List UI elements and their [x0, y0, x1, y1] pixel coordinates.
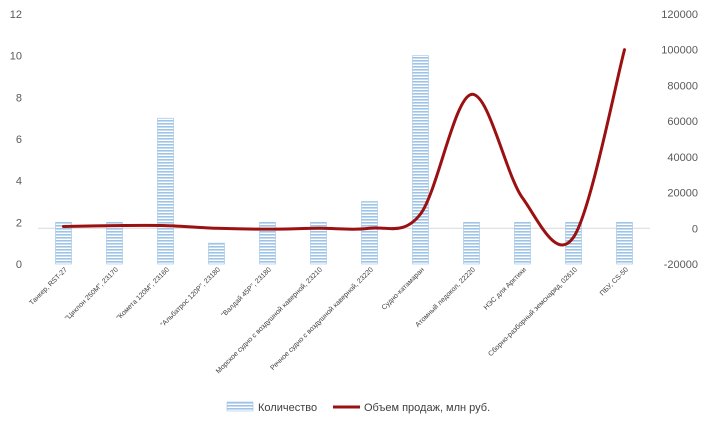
left-tick-label: 8 [16, 92, 22, 104]
bar-series [55, 55, 633, 265]
left-tick-label: 10 [10, 51, 22, 63]
bar [55, 222, 72, 265]
legend-swatch-bars [226, 401, 254, 412]
left-tick-label: 0 [16, 259, 22, 271]
bar [361, 201, 378, 265]
category-label: НЭС для Арктики [483, 266, 528, 311]
bar [208, 242, 225, 265]
legend: Количество Объем продаж, млн руб. [226, 401, 490, 414]
bar [616, 222, 633, 265]
legend-label-bars: Количество [258, 402, 317, 414]
category-label: "Комета 120М", 23160 [116, 266, 171, 321]
right-tick-label: 40000 [667, 152, 698, 164]
category-label: "Альбатрос 120Р", 23180 [159, 266, 222, 329]
left-tick-label: 2 [16, 217, 22, 229]
category-label: Речное судно с воздушной каверной, 23220 [269, 266, 375, 372]
category-label: ПБУ, CS-50 [599, 266, 630, 297]
left-tick-label: 6 [16, 134, 22, 146]
category-label: "Валдай 45Р", 23180 [220, 266, 273, 319]
category-label: Танкер, RST-27 [28, 266, 69, 307]
right-tick-label: 0 [692, 223, 698, 235]
bar [259, 222, 276, 265]
category-label: Судно-катамаран [381, 266, 426, 311]
bar [157, 117, 174, 265]
category-label: Сборно-разборный земснаряд, 02610 [487, 266, 579, 358]
right-tick-label: 20000 [667, 188, 698, 200]
bar [514, 222, 531, 265]
sales-line [62, 48, 626, 247]
right-tick-label: 120000 [661, 9, 698, 21]
left-tick-label: 4 [16, 176, 22, 188]
legend-label-line: Объем продаж, млн руб. [364, 402, 490, 414]
category-label: "Циклон 250М", 23170 [64, 266, 120, 322]
right-tick-label: 80000 [667, 80, 698, 92]
right-tick-label: 60000 [667, 116, 698, 128]
bar [310, 222, 327, 265]
axes-layer: 0 2 4 6 8 10 12 -20000 0 20000 40000 60000 80000 1000… [10, 9, 698, 375]
bar [463, 222, 480, 265]
left-tick-label: 12 [10, 9, 22, 21]
category-label: Морское судно с воздушной каверной, 2321… [214, 266, 324, 376]
bar [412, 55, 429, 265]
line-series [62, 48, 626, 247]
right-tick-label: -20000 [664, 259, 698, 271]
category-label: Атомный ледокол, 22220 [414, 266, 477, 329]
right-tick-label: 100000 [661, 45, 698, 57]
bar [106, 222, 123, 265]
